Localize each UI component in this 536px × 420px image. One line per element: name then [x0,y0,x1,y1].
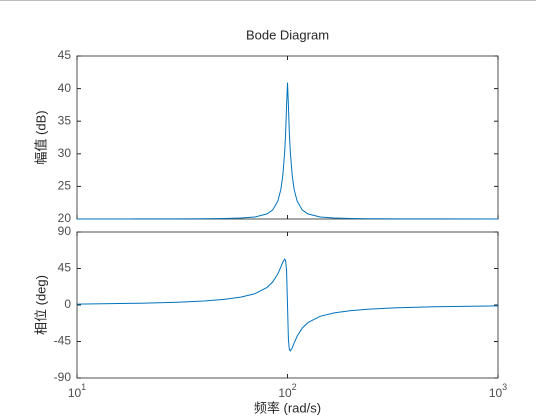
plot-area [76,55,499,220]
y-tick-label: 45 [58,48,72,62]
y-axis-label: 幅值 (dB) [33,110,48,164]
y-axis-label: 相位 (deg) [33,275,48,335]
y-tick-label: 0 [64,297,71,311]
line-series [76,258,499,352]
y-tick-label: 35 [58,113,72,127]
y-tick-label: -45 [54,334,72,348]
y-tick-label: 45 [58,261,72,275]
x-tick-base: 10 [68,386,82,400]
y-tick-label: 90 [58,224,72,238]
y-tick-label: 20 [58,211,72,225]
chart-title: Bode Diagram [246,27,329,42]
x-tick-exponent: 1 [81,382,86,392]
x-tick-base: 10 [278,386,292,400]
x-axis-label: 频率 (rad/s) [254,400,321,415]
x-tick-exponent: 2 [292,382,297,392]
x-tick-label: 103 [489,382,507,400]
y-tick-label: 30 [58,146,72,160]
x-tick-label: 101 [68,382,86,400]
y-tick-label: 40 [58,81,72,95]
y-tick-label: -90 [54,370,72,384]
x-tick-base: 10 [489,386,503,400]
x-tick-label: 102 [278,382,296,400]
y-tick-label: 25 [58,179,72,193]
line-series [76,82,499,220]
x-tick-exponent: 3 [502,382,507,392]
